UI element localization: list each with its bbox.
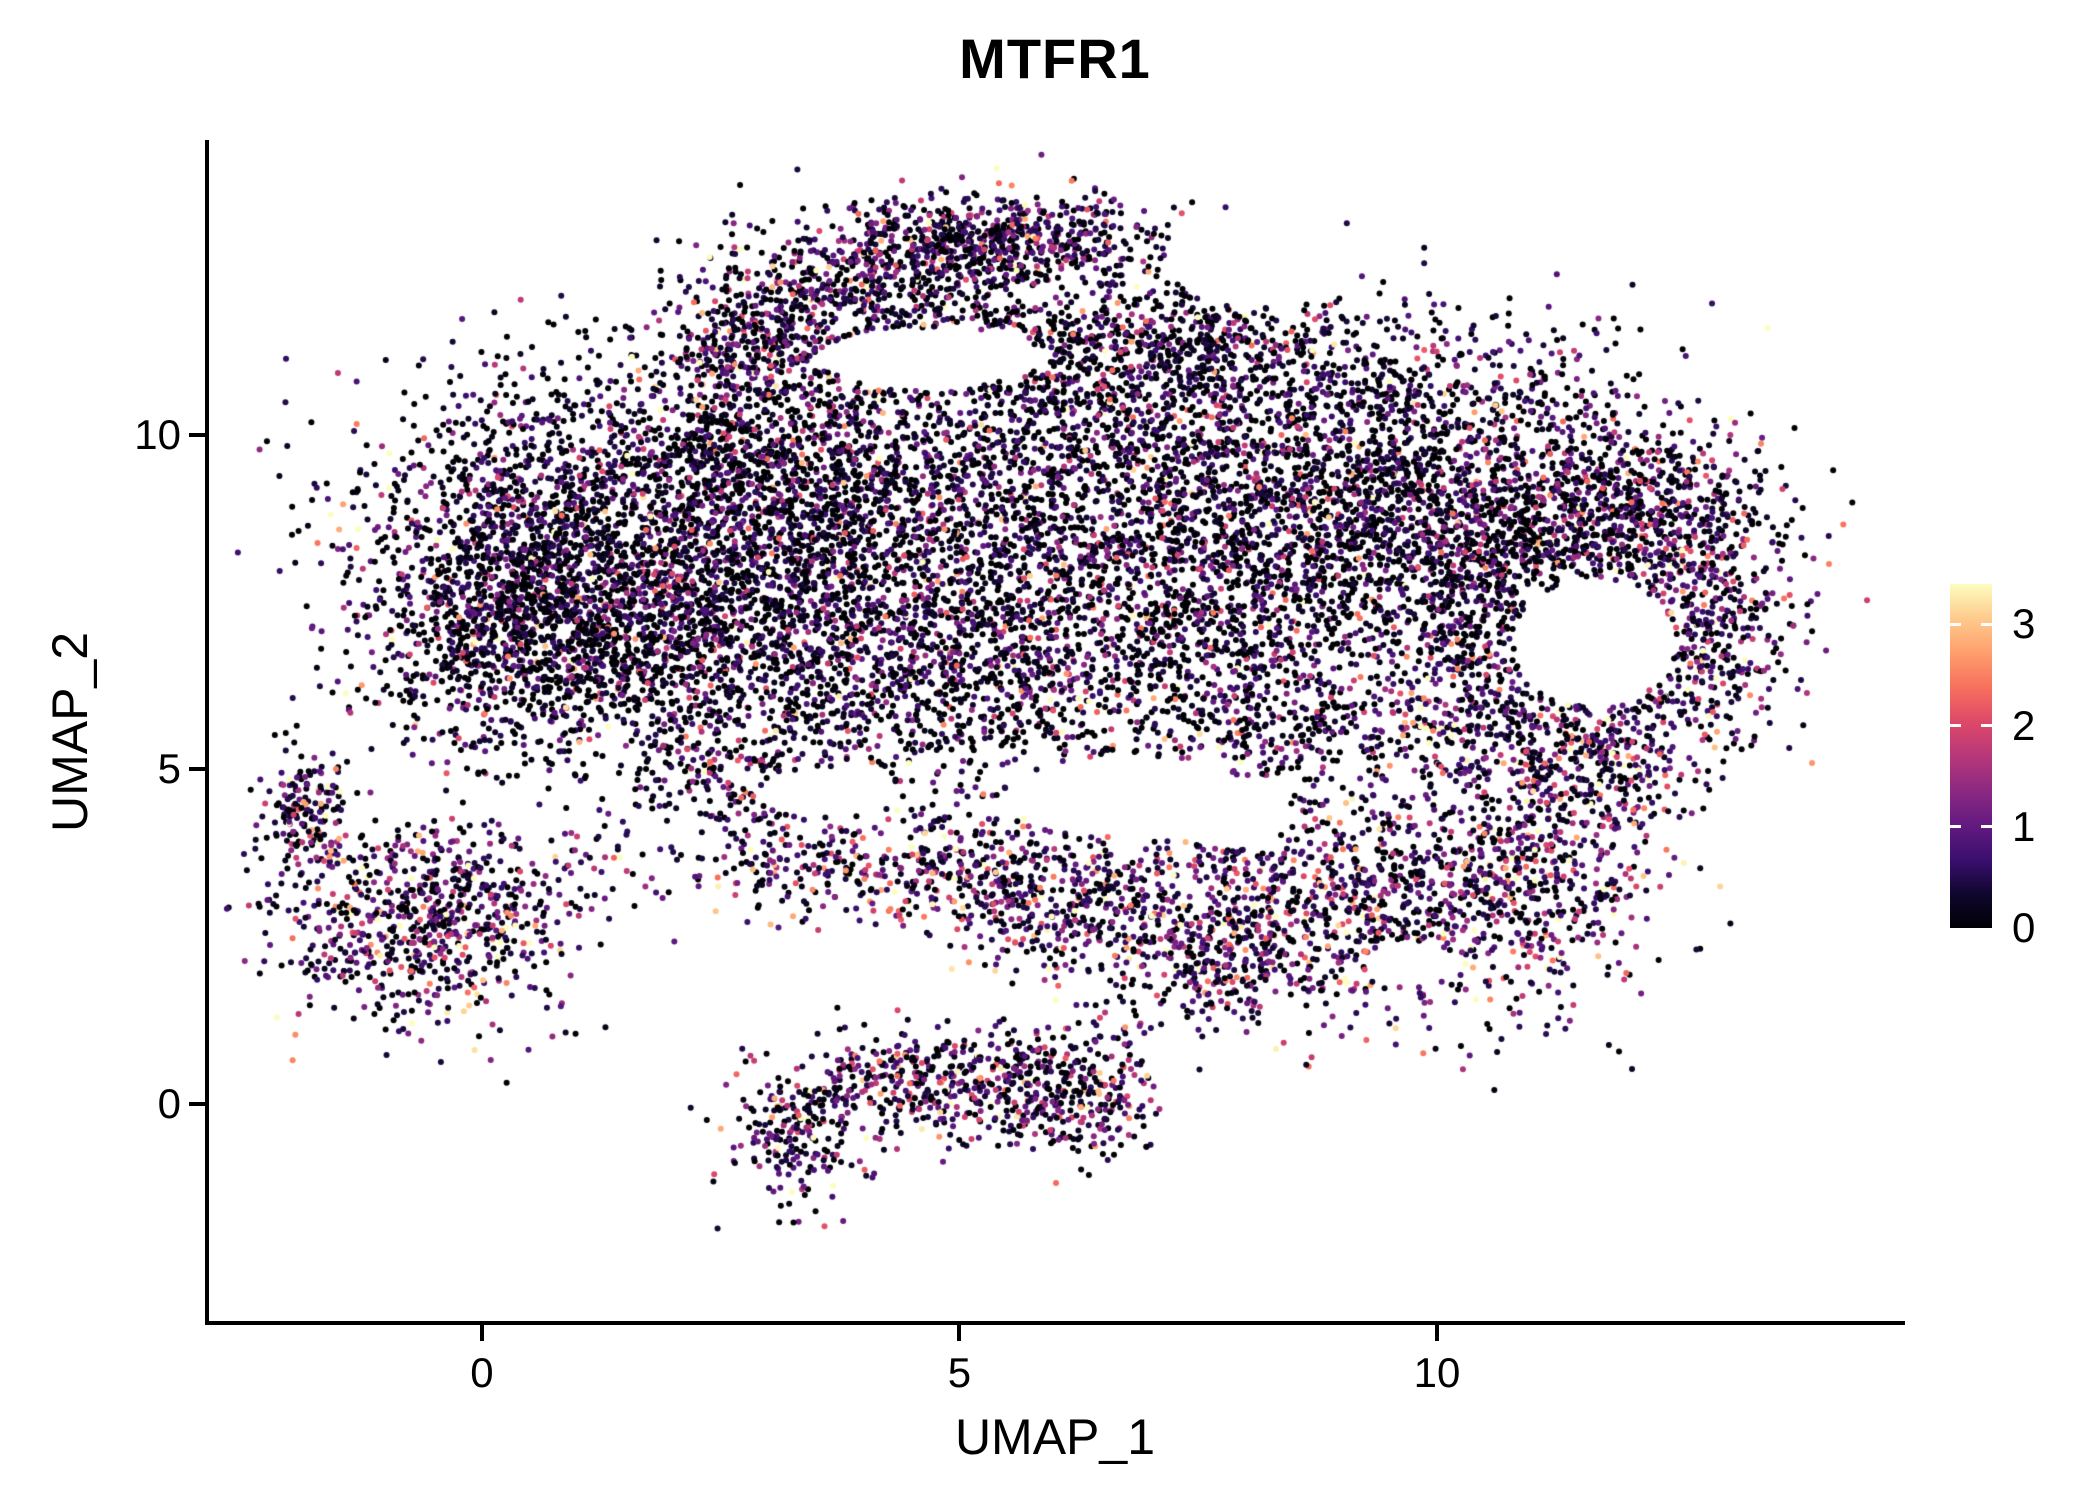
y-tick-mark bbox=[189, 1102, 205, 1107]
colorbar-tick-mark bbox=[1950, 724, 1961, 728]
colorbar-tick-label: 2 bbox=[2012, 701, 2036, 749]
x-tick-mark bbox=[1435, 1325, 1440, 1341]
y-axis-title: UMAP_2 bbox=[42, 631, 98, 833]
colorbar-tick-mark bbox=[1981, 724, 1992, 728]
y-tick-mark bbox=[189, 432, 205, 437]
colorbar-tick-mark bbox=[1950, 622, 1961, 626]
colorbar-tick-label: 0 bbox=[2012, 904, 2036, 951]
plot-title: MTFR1 bbox=[959, 27, 1151, 90]
y-tick-label: 10 bbox=[134, 410, 181, 458]
y-tick-label: 0 bbox=[157, 1080, 181, 1128]
x-tick-label: 5 bbox=[947, 1349, 972, 1396]
colorbar-tick-mark bbox=[1981, 825, 1992, 829]
y-tick-mark bbox=[189, 767, 205, 772]
axis-frame bbox=[205, 140, 1905, 1325]
x-tick-label: 0 bbox=[470, 1349, 494, 1396]
y-tick-label: 5 bbox=[157, 745, 181, 793]
colorbar-tick-label: 1 bbox=[2012, 802, 2036, 850]
colorbar-tick-mark bbox=[1981, 622, 1992, 626]
colorbar-tick-mark bbox=[1950, 825, 1961, 829]
colorbar-tick-label: 3 bbox=[2012, 600, 2036, 648]
x-tick-label: 10 bbox=[1413, 1349, 1461, 1396]
x-tick-mark bbox=[479, 1325, 484, 1341]
x-tick-mark bbox=[957, 1325, 962, 1341]
colorbar-gradient bbox=[1950, 584, 1992, 928]
x-axis-title: UMAP_1 bbox=[954, 1409, 1156, 1465]
